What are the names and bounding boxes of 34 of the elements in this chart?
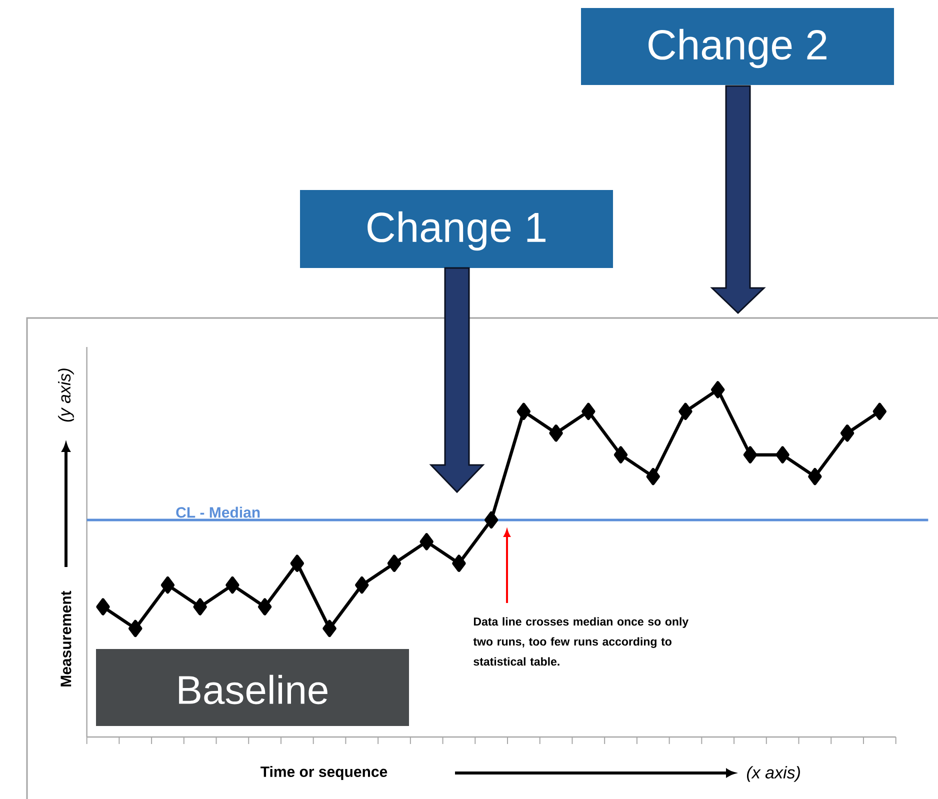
point	[484, 511, 498, 529]
y-axis-title: Measurement	[60, 590, 72, 686]
text: Change 2	[648, 28, 826, 68]
point	[840, 424, 854, 442]
point	[355, 576, 369, 594]
point	[290, 554, 304, 572]
point	[128, 620, 142, 638]
point	[452, 554, 466, 572]
point	[808, 468, 822, 486]
point	[549, 424, 563, 442]
point	[258, 598, 272, 616]
text: (y axis)	[58, 368, 74, 422]
point	[872, 402, 886, 420]
point	[516, 402, 531, 420]
point	[387, 554, 402, 572]
ref-line-label: CL - Median	[176, 506, 260, 518]
point	[646, 468, 660, 486]
text: Change 1	[368, 211, 546, 251]
annotation: Baseline	[179, 674, 328, 704]
point	[193, 598, 207, 616]
point	[420, 533, 434, 550]
point	[322, 620, 336, 638]
point	[678, 402, 692, 420]
x-axis-title: Time or sequence	[260, 766, 388, 780]
point	[614, 446, 628, 464]
point	[96, 598, 110, 616]
annotation: Data line crosses median once so only two runs, too few runs according to statistical table.	[473, 617, 688, 666]
point	[711, 381, 725, 398]
point	[582, 402, 596, 420]
text: (x axis)	[747, 766, 800, 782]
point	[776, 446, 790, 464]
point	[226, 576, 240, 594]
point	[160, 576, 175, 594]
point	[743, 446, 758, 464]
